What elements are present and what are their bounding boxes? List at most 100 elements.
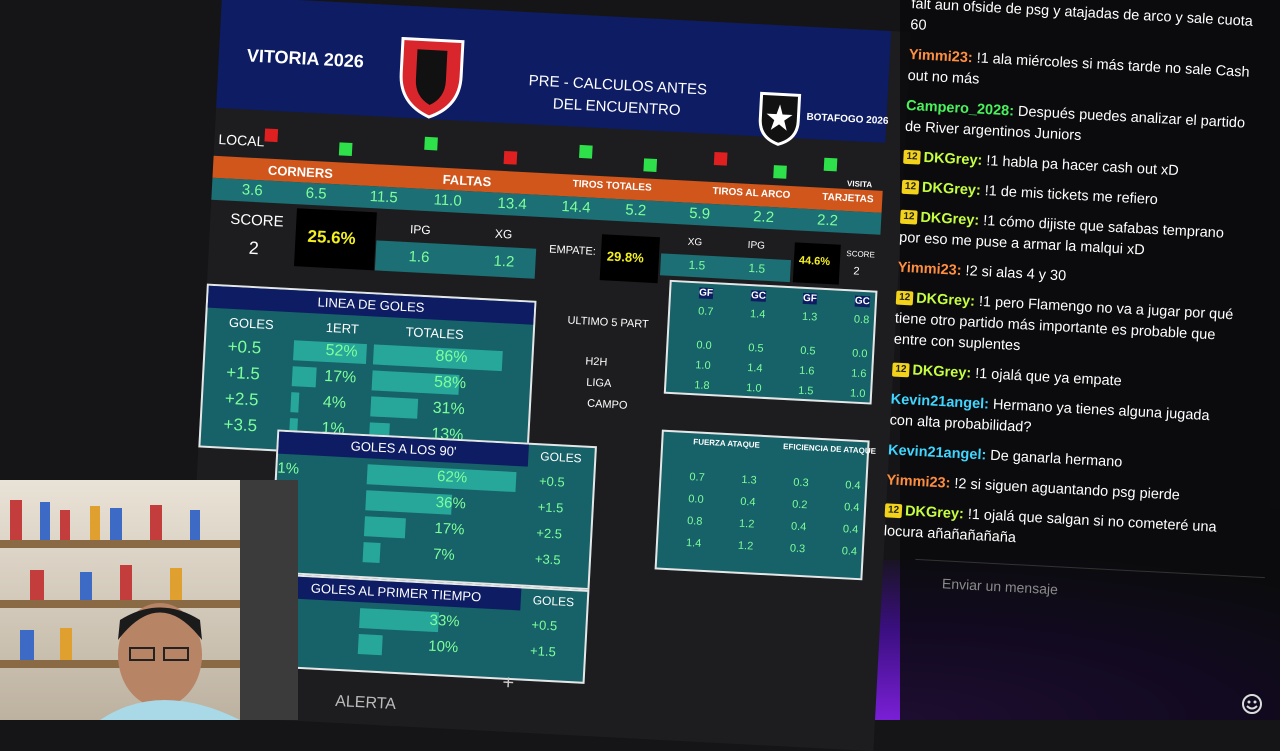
chat-user: Yimmi23: <box>908 46 974 67</box>
add-tab[interactable]: + <box>501 671 515 695</box>
chat-badge: 12 <box>899 209 918 225</box>
goles90-value: 62% <box>436 467 468 487</box>
ultimo-header: GF <box>802 292 818 305</box>
logo-vitoria <box>394 33 468 121</box>
score2-label: SCORE <box>846 249 876 260</box>
indicator <box>264 128 279 143</box>
chat-message: Kevin21angel: Hermano ya tienes alguna ju… <box>889 389 1236 449</box>
fuerza-value: 1.2 <box>738 517 755 531</box>
linea-bar <box>290 392 300 413</box>
chat-user: Campero_2028: <box>905 97 1015 120</box>
ultimo-value: 1.4 <box>749 308 766 321</box>
indicator <box>338 142 353 157</box>
visita-label: VISITA <box>846 178 873 190</box>
fuerza-value: 0.7 <box>689 471 706 484</box>
xg2: 1.5 <box>688 257 706 273</box>
xg: 1.2 <box>493 252 515 271</box>
goles90-value: +2.5 <box>535 525 563 542</box>
goles90-goles-label: GOLES <box>539 449 583 466</box>
chat-input-placeholder: Enviar un mensaje <box>941 575 1059 598</box>
fuerza-value: 1.2 <box>737 539 754 553</box>
stat-value: 13.4 <box>497 194 528 214</box>
chat-text: falt aun ofside de psg y atajadas de arc… <box>909 0 1254 34</box>
ultimo-header: GF <box>698 287 714 300</box>
stat-header: FALTAS <box>442 171 492 190</box>
fuerza-value: 0.4 <box>844 479 861 493</box>
stat-value: 14.4 <box>561 198 592 217</box>
chat-message: 12 DKGrey: !1 pero Flamengo no va a jugar … <box>893 288 1241 369</box>
goles90-value: 36% <box>435 493 467 513</box>
chat-badge: 12 <box>895 290 914 306</box>
chat-badge: 12 <box>903 149 921 165</box>
indicator <box>823 157 838 172</box>
linea-header: 1ERT <box>325 319 360 337</box>
chat-message: 12 DKGrey: !1 cómo dijiste que safabas tem… <box>899 207 1246 267</box>
xg2-ipg2-box <box>659 253 791 283</box>
chat-user: DKGrey: <box>912 362 972 382</box>
primer-bar <box>357 634 383 656</box>
chat-text: !1 habla pa hacer cash out xD <box>985 153 1180 180</box>
ipg2-label: IPG <box>747 239 766 252</box>
stat-value: 11.0 <box>433 191 463 210</box>
logo-botafogo <box>755 89 804 147</box>
chat-user: Kevin21angel: <box>887 442 987 464</box>
goles90-value: +1.5 <box>537 499 564 516</box>
primer-bar <box>359 608 440 633</box>
chat-text: !1 de mis tickets me refiero <box>984 183 1159 209</box>
goles90-value: +0.5 <box>538 473 566 490</box>
ultimo-title: ULTIMO 5 PART <box>567 314 649 331</box>
chat-text: !2 si alas 4 y 30 <box>965 263 1067 285</box>
ipg: 1.6 <box>408 248 430 267</box>
emote-button[interactable] <box>1240 692 1264 716</box>
stat-value: 5.2 <box>624 201 647 220</box>
ultimo-value: 1.6 <box>798 364 815 378</box>
fuerza-value: 0.0 <box>687 493 704 506</box>
chat-message: 12 DKGrey: !1 ojalá que salgan si no comet… <box>883 500 1230 560</box>
chat-text: !2 si siguen aguantando psg pierde <box>953 475 1181 504</box>
ultimo-value: 0.5 <box>747 342 764 355</box>
goles90-value: +3.5 <box>534 551 562 568</box>
chat-text: !1 ojalá que ya empate <box>974 365 1123 390</box>
goles90-table: GOLES A LOS 90'GOLES1%62%+0.59%36%+1.57%… <box>269 429 597 591</box>
chat-user: DKGrey: <box>915 290 976 310</box>
indicator <box>643 158 658 172</box>
linea-goles: +1.5 <box>225 362 261 384</box>
primer-goles-label: GOLES <box>532 593 575 610</box>
ultimo-value: 1.0 <box>695 359 711 373</box>
fuerza-value: 0.2 <box>791 498 808 512</box>
score2: 2 <box>853 265 860 278</box>
fuerza-value: 0.4 <box>739 495 756 509</box>
ipg2: 1.5 <box>748 260 766 276</box>
fuerza-value: 1.4 <box>685 537 702 550</box>
spreadsheet: VITORIA 2026 PRE - CALCULOS ANTES DEL ENC… <box>184 0 912 751</box>
ultimo-value: 1.4 <box>746 362 763 375</box>
linea-total: 86% <box>434 347 468 367</box>
fuerza-value: 0.4 <box>842 523 859 537</box>
stat-value: 11.5 <box>369 188 399 207</box>
ultimo-value: 0.0 <box>851 347 868 361</box>
indicator <box>503 150 518 165</box>
ipg-label: IPG <box>409 222 432 238</box>
ultimo-table: GF GC GF GC 0.7 1.4 1.3 0.8 0.0 0.5 0.5 0.0 1.0 1.4 1.… <box>663 279 878 405</box>
stream-screen: VITORIA 2026 PRE - CALCULOS ANTES DEL ENC… <box>0 0 1280 720</box>
ultimo-header: GC <box>750 290 767 302</box>
fuerza-value: 0.4 <box>841 545 858 558</box>
linea-bar <box>370 396 418 419</box>
empate: 29.8% <box>606 248 645 266</box>
linea-goles: +3.5 <box>223 414 258 436</box>
goles90-value: 17% <box>433 519 465 539</box>
ultimo-value: 1.3 <box>801 310 818 324</box>
goles90-value: 7% <box>432 545 456 564</box>
ultimo-value: 1.8 <box>693 379 710 393</box>
ultimo-value: 0.7 <box>697 305 714 319</box>
linea-total: 31% <box>432 399 466 419</box>
fuerza-value: 0.4 <box>843 501 860 515</box>
sheet-tab: ALERTA <box>334 692 397 714</box>
chat-user: Yimmi23: <box>886 472 951 492</box>
stat-value: 2.2 <box>752 208 775 227</box>
chat-message: Campero_2028: Después puedes analizar el … <box>904 96 1251 156</box>
visita-pct: 44.6% <box>798 254 831 269</box>
linea-header: GOLES <box>228 314 275 333</box>
primer-table: GOLES AL PRIMER TIEMPOGOLES0%33%+0.50%10… <box>264 573 590 684</box>
local-pct: 25.6% <box>307 226 357 249</box>
